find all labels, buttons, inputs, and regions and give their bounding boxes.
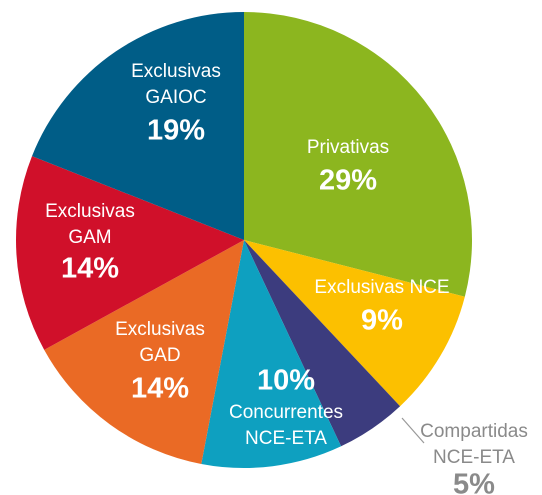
slice-label: GAD [139, 345, 180, 366]
slice-label: GAM [68, 227, 111, 248]
slice-value-label: 19% [147, 115, 205, 147]
slice-label: Concurrentes [229, 402, 343, 423]
slice-label: NCE-ETA [245, 428, 327, 449]
leader-line [401, 417, 425, 444]
slice-label: Privativas [307, 137, 389, 158]
slice-value-label: 14% [131, 373, 189, 405]
slice-value-label: 29% [319, 165, 377, 197]
slice-label: Exclusivas NCE [314, 277, 449, 298]
pie-slice [244, 240, 401, 447]
pie-slice [32, 12, 245, 240]
slice-label: Exclusivas [45, 201, 135, 222]
slice-label: GAIOC [145, 87, 206, 108]
pie-slice [44, 240, 245, 464]
slice-label: NCE-ETA [433, 447, 515, 468]
slice-label: Compartidas [420, 421, 528, 442]
pie-slice [16, 156, 245, 350]
slice-value-label: 10% [257, 365, 315, 397]
slice-value-label: 5% [453, 469, 495, 495]
slice-value-label: 14% [61, 253, 119, 285]
pie-slice [244, 12, 472, 297]
pie-slice [201, 240, 342, 468]
slice-label: Exclusivas [131, 61, 221, 82]
pie-slice [244, 240, 465, 407]
slice-label: Exclusivas [115, 319, 205, 340]
slice-value-label: 9% [361, 305, 403, 337]
